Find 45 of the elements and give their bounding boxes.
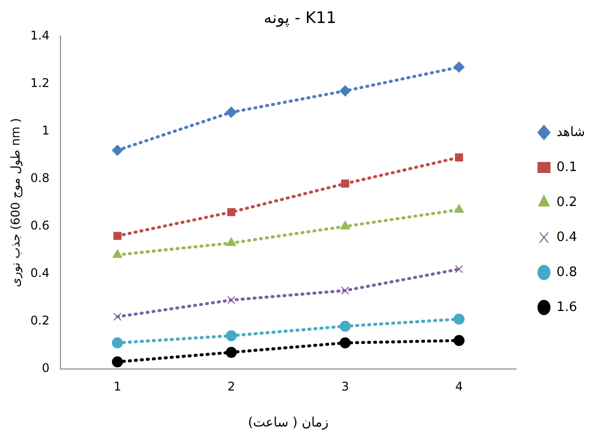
y-tick-label: 0 bbox=[42, 361, 50, 376]
y-axis-title: جذب نوری (طول موج 600 nm ) bbox=[8, 118, 22, 288]
point bbox=[227, 208, 236, 216]
point bbox=[226, 238, 236, 246]
point bbox=[340, 220, 350, 230]
point bbox=[113, 232, 122, 240]
x-tick-label: 3 bbox=[341, 379, 349, 394]
point bbox=[113, 312, 122, 321]
point bbox=[226, 330, 237, 342]
point bbox=[112, 249, 122, 258]
point bbox=[112, 144, 123, 156]
point bbox=[341, 286, 350, 295]
point bbox=[112, 356, 123, 368]
point bbox=[226, 106, 237, 118]
point bbox=[340, 320, 351, 332]
point bbox=[340, 337, 351, 348]
chart-title: پونه - K11 bbox=[264, 8, 336, 27]
legend-label: شاهد bbox=[556, 124, 586, 140]
y-tick-label: 0.6 bbox=[30, 218, 50, 232]
x-tick-label: 1 bbox=[114, 379, 122, 394]
y-tick-label: 1 bbox=[42, 123, 50, 138]
legend-label: 0.8 bbox=[556, 264, 578, 280]
point bbox=[454, 314, 465, 325]
legend-label: 0.2 bbox=[556, 194, 578, 210]
point bbox=[454, 62, 465, 73]
point bbox=[227, 296, 236, 304]
x-tick-label: 4 bbox=[455, 379, 463, 394]
y-tick-label: 0.4 bbox=[30, 266, 50, 280]
point bbox=[226, 346, 237, 358]
point bbox=[454, 265, 464, 274]
point bbox=[341, 180, 350, 188]
y-tick-label: 0.2 bbox=[30, 314, 50, 328]
point bbox=[454, 204, 464, 213]
legend-label: 1.6 bbox=[556, 300, 578, 315]
point bbox=[454, 153, 464, 162]
point bbox=[340, 85, 351, 96]
legend-label: 0.4 bbox=[556, 230, 578, 245]
y-tick-label: 1.2 bbox=[30, 76, 50, 90]
y-tick-label: 1.4 bbox=[30, 28, 50, 42]
legend-label: 0.1 bbox=[556, 160, 578, 175]
y-tick-label: 0.8 bbox=[30, 170, 50, 185]
point bbox=[112, 337, 123, 348]
x-tick-label: 2 bbox=[227, 379, 236, 394]
point bbox=[454, 334, 465, 346]
x-axis-title: زمان ( ساعت) bbox=[248, 416, 328, 431]
